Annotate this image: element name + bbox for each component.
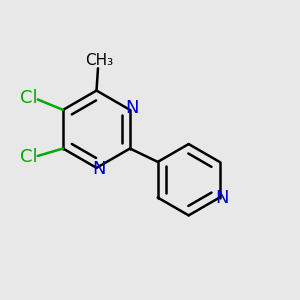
Text: N: N bbox=[126, 99, 139, 117]
Text: N: N bbox=[215, 189, 229, 207]
Text: N: N bbox=[92, 160, 106, 178]
Text: Cl: Cl bbox=[20, 89, 38, 107]
Text: CH₃: CH₃ bbox=[85, 53, 113, 68]
Text: Cl: Cl bbox=[20, 148, 38, 166]
